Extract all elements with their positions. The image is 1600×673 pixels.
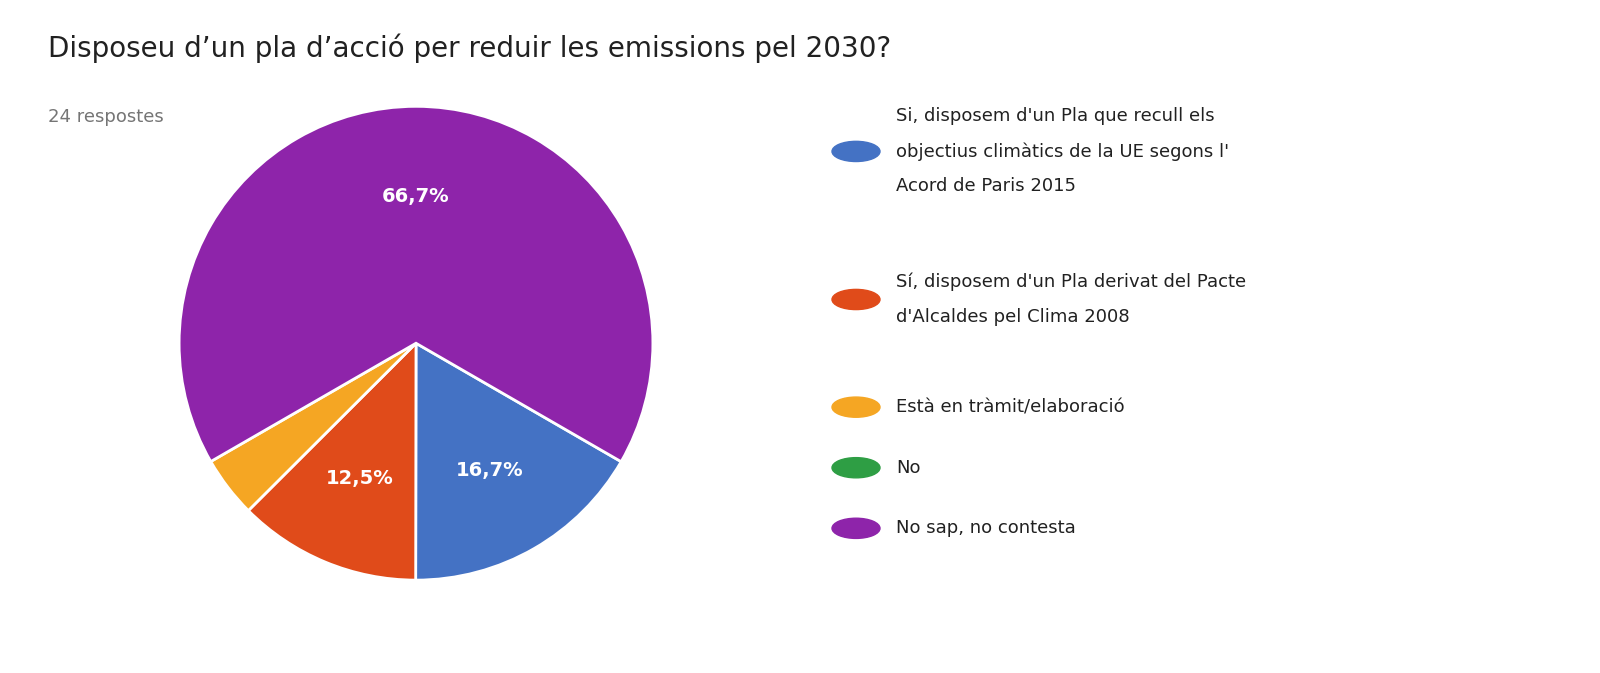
Text: No: No xyxy=(896,459,920,476)
Text: 16,7%: 16,7% xyxy=(456,461,523,480)
Wedge shape xyxy=(248,343,416,580)
Text: Si, disposem d'un Pla que recull els: Si, disposem d'un Pla que recull els xyxy=(896,108,1214,125)
Text: 24 respostes: 24 respostes xyxy=(48,108,163,126)
Text: No sap, no contesta: No sap, no contesta xyxy=(896,520,1075,537)
Text: 12,5%: 12,5% xyxy=(326,469,394,489)
Wedge shape xyxy=(211,343,416,511)
Text: Sí, disposem d'un Pla derivat del Pacte: Sí, disposem d'un Pla derivat del Pacte xyxy=(896,273,1246,291)
Text: Està en tràmit/elaboració: Està en tràmit/elaboració xyxy=(896,398,1125,416)
Wedge shape xyxy=(416,343,621,580)
Text: objectius climàtics de la UE segons l': objectius climàtics de la UE segons l' xyxy=(896,142,1229,161)
Wedge shape xyxy=(179,106,653,462)
Text: Acord de Paris 2015: Acord de Paris 2015 xyxy=(896,178,1075,195)
Text: Disposeu d’un pla d’acció per reduir les emissions pel 2030?: Disposeu d’un pla d’acció per reduir les… xyxy=(48,34,891,63)
Text: 66,7%: 66,7% xyxy=(382,187,450,206)
Text: d'Alcaldes pel Clima 2008: d'Alcaldes pel Clima 2008 xyxy=(896,308,1130,326)
